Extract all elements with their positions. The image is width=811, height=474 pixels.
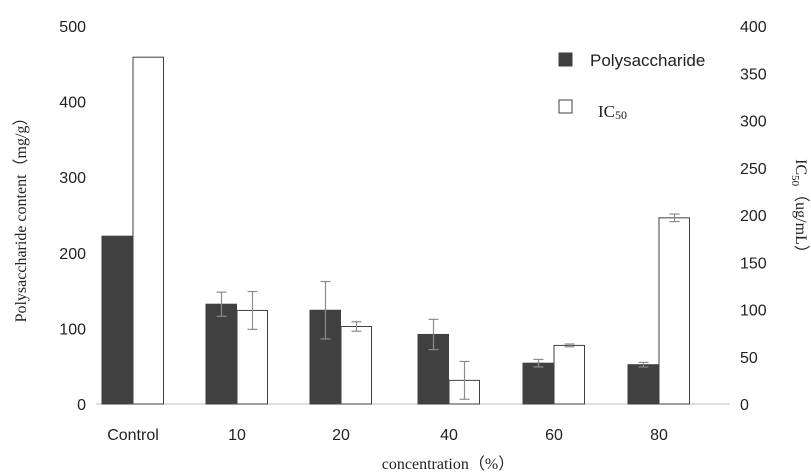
error-bar-ic50 — [669, 213, 680, 223]
bar-ic50 — [340, 326, 372, 405]
y2-tick-label: 250 — [740, 161, 767, 178]
y-tick-label: 400 — [59, 95, 86, 112]
legend-label-ic50: IC50 — [598, 102, 627, 122]
bar-polysaccharide — [522, 362, 554, 405]
error-bar-ic50 — [459, 360, 470, 400]
category-label: 20 — [332, 427, 350, 444]
y2-tick-label: 0 — [740, 397, 749, 414]
category-label: 10 — [228, 427, 246, 444]
error-bar-polysaccharide — [320, 280, 331, 340]
legend-swatch-ic50 — [558, 99, 573, 114]
y-tick-label: 500 — [59, 19, 86, 36]
y2-axis-label: IC50（ug/mL） — [789, 159, 810, 261]
x-axis-label: concentration（%） — [382, 455, 514, 473]
error-bar-polysaccharide — [216, 291, 227, 317]
error-bar-polysaccharide — [638, 361, 649, 368]
error-bar-polysaccharide — [533, 358, 544, 368]
y-tick-label: 100 — [59, 321, 86, 338]
category-label: 80 — [650, 427, 668, 444]
y2-tick-label: 200 — [740, 208, 767, 225]
legend: Polysaccharide IC50 — [558, 51, 705, 122]
bar-polysaccharide — [205, 303, 237, 405]
category-label: 60 — [545, 427, 563, 444]
y-tick-label: 300 — [59, 170, 86, 187]
error-bars — [216, 213, 680, 400]
category-label: Control — [107, 427, 159, 444]
category-label: 40 — [440, 427, 458, 444]
bars — [101, 56, 690, 405]
category-labels: Control 10 20 40 60 80 — [107, 427, 668, 444]
error-bar-polysaccharide — [428, 318, 439, 351]
y2-tick-label: 100 — [740, 303, 767, 320]
bar-ic50 — [658, 217, 690, 405]
left-axis-ticks: 0 100 200 300 400 500 — [59, 19, 86, 414]
y-tick-label: 0 — [77, 397, 86, 414]
y2-tick-label: 150 — [740, 255, 767, 272]
error-bar-ic50 — [351, 321, 362, 332]
legend-label-polysaccharide: Polysaccharide — [590, 51, 705, 70]
legend-swatch-polysaccharide — [558, 52, 573, 67]
error-bar-ic50 — [247, 290, 258, 330]
bar-polysaccharide — [101, 235, 133, 405]
bar-ic50 — [132, 56, 164, 405]
right-axis-ticks: 0 50 100 150 200 250 300 350 400 — [740, 19, 767, 414]
y2-tick-label: 350 — [740, 66, 767, 83]
error-bar-ic50 — [564, 343, 575, 348]
y2-tick-label: 400 — [740, 19, 767, 36]
bar-ic50 — [553, 344, 585, 405]
y2-tick-label: 50 — [740, 350, 758, 367]
y2-tick-label: 300 — [740, 114, 767, 131]
y-tick-label: 200 — [59, 246, 86, 263]
y-axis-label: Polysaccharide content（mg/g） — [12, 110, 30, 323]
bar-polysaccharide — [627, 364, 659, 405]
